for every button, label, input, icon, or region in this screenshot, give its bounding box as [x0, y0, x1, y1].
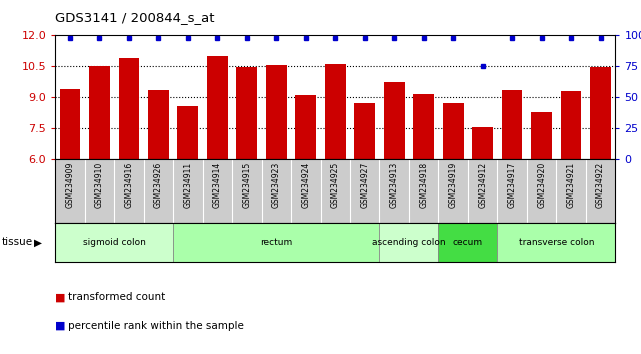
Text: GSM234923: GSM234923: [272, 162, 281, 208]
Bar: [207, 56, 228, 159]
Bar: [561, 91, 581, 159]
Text: GSM234921: GSM234921: [567, 162, 576, 208]
Text: ascending colon: ascending colon: [372, 238, 445, 247]
Text: GSM234916: GSM234916: [124, 162, 133, 208]
Text: GSM234922: GSM234922: [596, 162, 605, 208]
Bar: [354, 103, 375, 159]
Text: GSM234911: GSM234911: [183, 162, 192, 208]
Bar: [148, 90, 169, 159]
Bar: [438, 223, 497, 262]
Bar: [296, 95, 316, 159]
Bar: [379, 223, 438, 262]
Text: GSM234927: GSM234927: [360, 162, 369, 208]
Bar: [266, 65, 287, 159]
Bar: [119, 58, 139, 159]
Bar: [89, 67, 110, 159]
Text: GSM234909: GSM234909: [65, 162, 74, 208]
Text: GSM234926: GSM234926: [154, 162, 163, 208]
Text: GSM234912: GSM234912: [478, 162, 487, 208]
Text: GDS3141 / 200844_s_at: GDS3141 / 200844_s_at: [55, 11, 215, 24]
Bar: [178, 105, 198, 159]
Text: cecum: cecum: [453, 238, 483, 247]
Text: GSM234915: GSM234915: [242, 162, 251, 208]
Bar: [590, 67, 611, 159]
Text: ▶: ▶: [34, 238, 42, 247]
Text: GSM234913: GSM234913: [390, 162, 399, 208]
Text: GSM234919: GSM234919: [449, 162, 458, 208]
Text: ■: ■: [55, 321, 65, 331]
Bar: [55, 223, 173, 262]
Text: percentile rank within the sample: percentile rank within the sample: [68, 321, 244, 331]
Text: transformed count: transformed count: [68, 292, 165, 302]
Bar: [502, 90, 522, 159]
Bar: [173, 223, 379, 262]
Text: transverse colon: transverse colon: [519, 238, 594, 247]
Bar: [60, 89, 80, 159]
Text: rectum: rectum: [260, 238, 292, 247]
Text: ■: ■: [55, 292, 65, 302]
Text: sigmoid colon: sigmoid colon: [83, 238, 146, 247]
Bar: [443, 103, 463, 159]
Bar: [413, 94, 434, 159]
Bar: [384, 82, 404, 159]
Bar: [237, 67, 257, 159]
Text: tissue: tissue: [1, 238, 33, 247]
Text: GSM234914: GSM234914: [213, 162, 222, 208]
Bar: [531, 112, 552, 159]
Text: GSM234917: GSM234917: [508, 162, 517, 208]
Text: GSM234925: GSM234925: [331, 162, 340, 208]
Text: GSM234924: GSM234924: [301, 162, 310, 208]
Bar: [472, 127, 493, 159]
Bar: [497, 223, 615, 262]
Bar: [325, 64, 345, 159]
Text: GSM234910: GSM234910: [95, 162, 104, 208]
Text: GSM234918: GSM234918: [419, 162, 428, 208]
Text: GSM234920: GSM234920: [537, 162, 546, 208]
